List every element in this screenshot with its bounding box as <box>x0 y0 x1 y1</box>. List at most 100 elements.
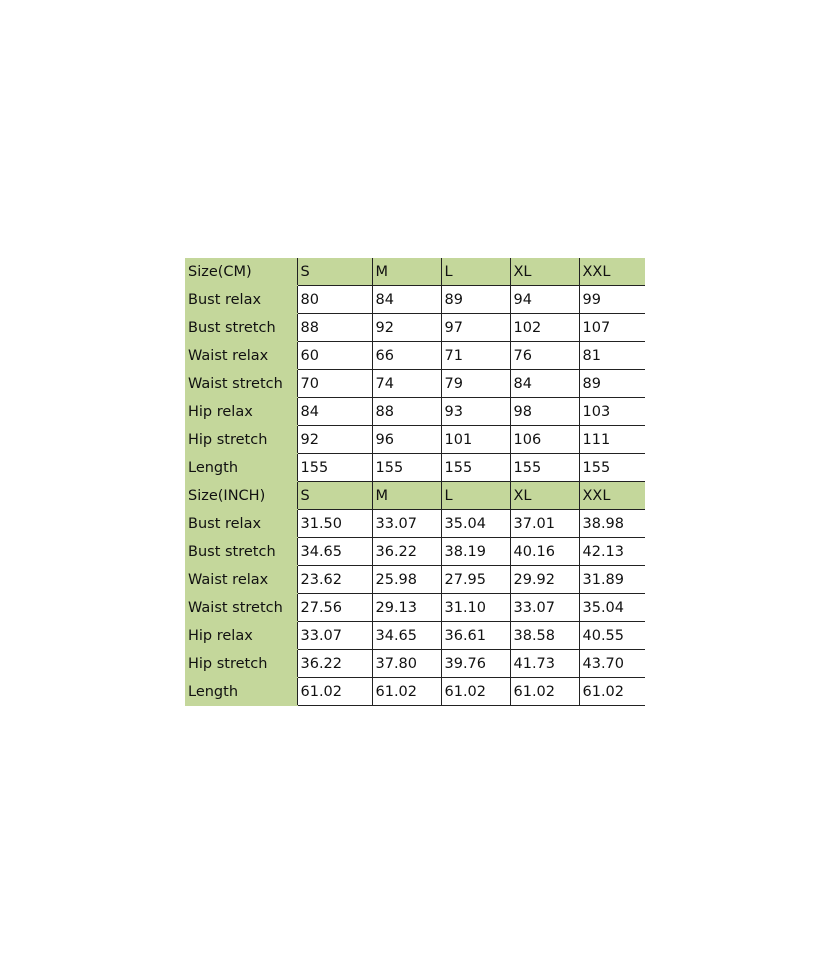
cell: 96 <box>371 425 441 454</box>
cell: 29.92 <box>509 565 579 594</box>
cell: 39.76 <box>440 649 510 678</box>
cell: 43.70 <box>578 649 645 678</box>
size-header: L <box>440 258 510 286</box>
table-row: Bust stretch 88 92 97 102 107 <box>185 313 645 342</box>
cell: 38.58 <box>509 621 579 650</box>
cell: 84 <box>296 397 372 426</box>
size-header: S <box>296 481 372 510</box>
cell: 89 <box>440 285 510 314</box>
cell: 74 <box>371 369 441 398</box>
cell: 88 <box>371 397 441 426</box>
cell: 31.89 <box>578 565 645 594</box>
size-header: S <box>296 258 372 286</box>
row-label: Size(INCH) <box>185 481 297 510</box>
cell: 31.50 <box>296 509 372 538</box>
cell: 111 <box>578 425 645 454</box>
table-row: Length 155 155 155 155 155 <box>185 453 645 482</box>
cell: 37.80 <box>371 649 441 678</box>
cell: 40.16 <box>509 537 579 566</box>
table-row: Length 61.02 61.02 61.02 61.02 61.02 <box>185 677 645 706</box>
table-row: Waist stretch 70 74 79 84 89 <box>185 369 645 398</box>
table-row: Waist relax 23.62 25.98 27.95 29.92 31.89 <box>185 565 645 594</box>
size-header: XXL <box>578 481 645 510</box>
cell: 36.61 <box>440 621 510 650</box>
size-header: M <box>371 258 441 286</box>
cell: 101 <box>440 425 510 454</box>
row-label: Waist stretch <box>185 593 297 622</box>
cell: 79 <box>440 369 510 398</box>
cell: 70 <box>296 369 372 398</box>
cell: 33.07 <box>509 593 579 622</box>
cell: 27.56 <box>296 593 372 622</box>
table-row: Waist relax 60 66 71 76 81 <box>185 341 645 370</box>
row-label: Size(CM) <box>185 258 297 286</box>
row-label: Hip stretch <box>185 649 297 678</box>
cell: 103 <box>578 397 645 426</box>
cell: 92 <box>371 313 441 342</box>
cell: 155 <box>371 453 441 482</box>
size-header: L <box>440 481 510 510</box>
row-label: Length <box>185 453 297 482</box>
table-row: Bust stretch 34.65 36.22 38.19 40.16 42.13 <box>185 537 645 566</box>
table-row: Hip relax 84 88 93 98 103 <box>185 397 645 426</box>
cell: 92 <box>296 425 372 454</box>
cell: 81 <box>578 341 645 370</box>
cell: 34.65 <box>371 621 441 650</box>
cell: 61.02 <box>509 677 579 706</box>
cell: 40.55 <box>578 621 645 650</box>
table-row: Bust relax 80 84 89 94 99 <box>185 285 645 314</box>
cell: 80 <box>296 285 372 314</box>
cell: 89 <box>578 369 645 398</box>
size-table: Size(CM) S M L XL XXL Bust relax 80 84 89 94 99 Bust… <box>185 258 645 706</box>
cell: 42.13 <box>578 537 645 566</box>
cell: 36.22 <box>371 537 441 566</box>
cell: 60 <box>296 341 372 370</box>
cell: 61.02 <box>371 677 441 706</box>
cell: 76 <box>509 341 579 370</box>
cell: 61.02 <box>578 677 645 706</box>
row-label: Length <box>185 677 297 706</box>
cell: 33.07 <box>296 621 372 650</box>
row-label: Hip stretch <box>185 425 297 454</box>
cell: 31.10 <box>440 593 510 622</box>
table-row: Bust relax 31.50 33.07 35.04 37.01 38.98 <box>185 509 645 538</box>
cell: 35.04 <box>440 509 510 538</box>
cell: 155 <box>440 453 510 482</box>
row-label: Bust stretch <box>185 313 297 342</box>
row-label: Hip relax <box>185 621 297 650</box>
header-row: Size(CM) S M L XL XXL <box>185 258 645 286</box>
table-row: Hip stretch 36.22 37.80 39.76 41.73 43.70 <box>185 649 645 678</box>
table-row: Hip stretch 92 96 101 106 111 <box>185 425 645 454</box>
row-label: Bust relax <box>185 285 297 314</box>
cell: 41.73 <box>509 649 579 678</box>
cell: 61.02 <box>296 677 372 706</box>
row-label: Waist relax <box>185 341 297 370</box>
cell: 71 <box>440 341 510 370</box>
row-label: Waist stretch <box>185 369 297 398</box>
cell: 97 <box>440 313 510 342</box>
size-header: XL <box>509 481 579 510</box>
cell: 99 <box>578 285 645 314</box>
size-header: M <box>371 481 441 510</box>
cell: 23.62 <box>296 565 372 594</box>
cell: 25.98 <box>371 565 441 594</box>
cell: 88 <box>296 313 372 342</box>
cell: 38.98 <box>578 509 645 538</box>
cell: 27.95 <box>440 565 510 594</box>
row-label: Bust stretch <box>185 537 297 566</box>
cell: 93 <box>440 397 510 426</box>
table-row: Hip relax 33.07 34.65 36.61 38.58 40.55 <box>185 621 645 650</box>
cell: 37.01 <box>509 509 579 538</box>
table-row: Waist stretch 27.56 29.13 31.10 33.07 35.04 <box>185 593 645 622</box>
cell: 61.02 <box>440 677 510 706</box>
row-label: Hip relax <box>185 397 297 426</box>
cell: 94 <box>509 285 579 314</box>
cell: 38.19 <box>440 537 510 566</box>
cell: 98 <box>509 397 579 426</box>
cell: 155 <box>509 453 579 482</box>
cell: 107 <box>578 313 645 342</box>
cell: 84 <box>371 285 441 314</box>
header-row: Size(INCH) S M L XL XXL <box>185 481 645 510</box>
cell: 36.22 <box>296 649 372 678</box>
cell: 29.13 <box>371 593 441 622</box>
